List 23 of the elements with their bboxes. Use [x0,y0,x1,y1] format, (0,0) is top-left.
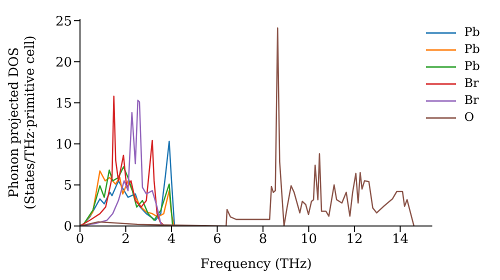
y-tick-label: 20 [55,55,72,70]
y-tick-label: 10 [55,137,72,152]
y-tick-label: 15 [55,96,72,112]
x-tick-label: 2 [122,232,130,248]
y-tick-label: 25 [55,14,72,30]
x-tick-label: 6 [213,232,222,248]
y-axis-title: Phonon projected DOS (States/THz·primitive cell) [7,35,38,210]
x-axis-title: Frequency (THz) [200,257,312,272]
legend-label: Br [464,75,479,92]
legend-label: Pb [464,24,480,41]
x-tick-label: 8 [258,232,268,248]
legend-label: O [464,109,474,126]
line-series [80,27,415,226]
legend-label: Pb [464,58,480,75]
legend-label: Pb [464,41,480,58]
y-tick-label: 5 [64,178,72,194]
x-tick-label: 4 [167,232,176,248]
x-tick-label: 10 [300,232,317,248]
x-tick-label: 12 [346,232,363,248]
y-tick-label: 0 [64,220,72,235]
legend-label: Br [464,92,479,109]
x-tick-label: 0 [76,232,84,248]
x-tick-label: 14 [392,232,408,248]
